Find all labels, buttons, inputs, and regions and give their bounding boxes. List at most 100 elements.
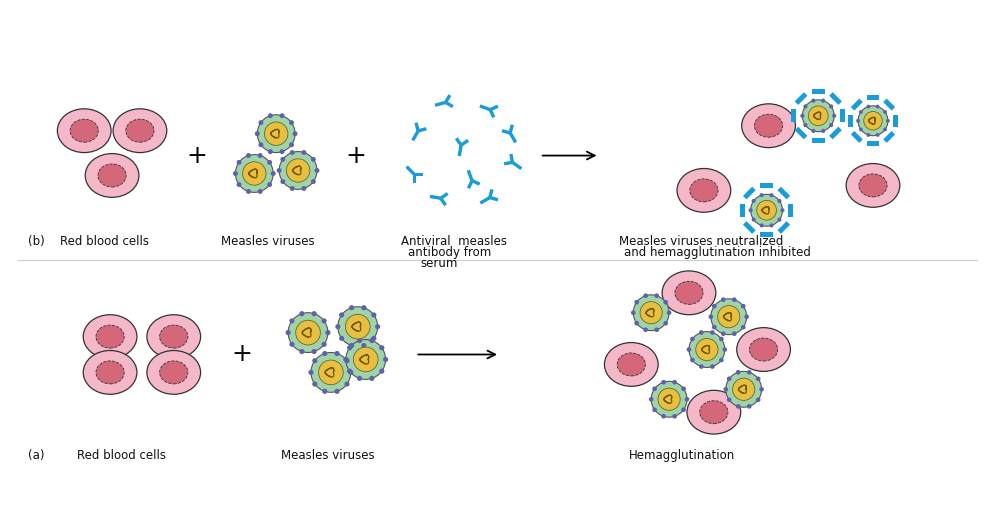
Circle shape <box>279 113 284 118</box>
Circle shape <box>810 129 815 133</box>
Circle shape <box>301 186 306 191</box>
Circle shape <box>820 129 824 133</box>
Circle shape <box>755 397 759 402</box>
Circle shape <box>299 349 304 354</box>
Bar <box>787 204 792 217</box>
Ellipse shape <box>616 353 645 376</box>
Circle shape <box>746 404 750 409</box>
Circle shape <box>699 364 703 369</box>
Circle shape <box>661 414 665 419</box>
Circle shape <box>335 324 340 329</box>
Circle shape <box>732 378 754 400</box>
Circle shape <box>855 119 859 123</box>
Circle shape <box>650 381 686 417</box>
Circle shape <box>875 105 879 109</box>
Circle shape <box>831 114 835 118</box>
Bar <box>850 99 862 111</box>
Circle shape <box>375 324 380 329</box>
Bar <box>883 131 895 143</box>
Bar <box>811 138 824 142</box>
Bar <box>414 173 422 176</box>
Circle shape <box>858 110 862 114</box>
Ellipse shape <box>753 114 782 137</box>
Circle shape <box>779 208 783 212</box>
Bar <box>488 189 493 198</box>
Bar <box>893 115 898 127</box>
Circle shape <box>310 179 315 184</box>
Circle shape <box>755 200 775 220</box>
Bar <box>883 99 895 111</box>
Ellipse shape <box>858 174 887 197</box>
Circle shape <box>875 133 879 137</box>
Circle shape <box>325 330 330 335</box>
Circle shape <box>652 386 656 391</box>
Bar <box>439 197 446 206</box>
Circle shape <box>799 114 803 118</box>
Circle shape <box>643 328 647 332</box>
Bar <box>405 165 415 176</box>
Circle shape <box>379 369 384 374</box>
Circle shape <box>744 315 748 319</box>
Ellipse shape <box>603 343 657 386</box>
Circle shape <box>266 182 271 187</box>
Bar <box>488 109 495 118</box>
Circle shape <box>280 179 285 184</box>
Circle shape <box>736 370 740 374</box>
Circle shape <box>321 342 326 347</box>
Circle shape <box>322 389 327 394</box>
Circle shape <box>721 297 725 302</box>
Circle shape <box>866 133 870 137</box>
Circle shape <box>237 182 242 187</box>
Circle shape <box>710 299 746 334</box>
Text: +: + <box>186 144 207 167</box>
Circle shape <box>690 336 694 341</box>
Circle shape <box>666 310 671 315</box>
Circle shape <box>311 311 316 316</box>
Ellipse shape <box>674 281 703 304</box>
Bar <box>466 180 473 189</box>
Circle shape <box>280 157 285 162</box>
Text: Hemagglutination: Hemagglutination <box>628 449 735 462</box>
Circle shape <box>301 150 306 155</box>
Circle shape <box>299 311 304 316</box>
Circle shape <box>334 389 339 394</box>
Circle shape <box>663 300 667 305</box>
Circle shape <box>357 338 362 343</box>
Text: Measles viruses: Measles viruses <box>281 449 375 462</box>
Circle shape <box>657 388 680 410</box>
Bar <box>503 161 512 165</box>
Text: (b): (b) <box>28 235 44 248</box>
Circle shape <box>321 318 326 323</box>
Circle shape <box>353 347 378 372</box>
Circle shape <box>246 189 250 194</box>
Circle shape <box>710 330 714 335</box>
Circle shape <box>322 351 327 356</box>
Circle shape <box>334 351 339 356</box>
Bar <box>776 187 789 199</box>
Bar <box>839 109 844 122</box>
Circle shape <box>746 370 750 374</box>
Circle shape <box>801 100 833 132</box>
Circle shape <box>343 357 348 362</box>
Circle shape <box>648 397 653 401</box>
Ellipse shape <box>689 179 718 202</box>
Circle shape <box>311 353 351 392</box>
Circle shape <box>279 152 317 189</box>
Circle shape <box>357 376 362 381</box>
Text: and hemagglutination inhibited: and hemagglutination inhibited <box>623 246 810 259</box>
Circle shape <box>286 159 309 182</box>
Circle shape <box>289 186 294 191</box>
Bar <box>457 145 462 157</box>
Circle shape <box>828 123 832 127</box>
Circle shape <box>663 321 667 326</box>
Circle shape <box>750 217 755 222</box>
Ellipse shape <box>113 109 167 152</box>
Bar <box>759 232 772 237</box>
Ellipse shape <box>95 361 124 384</box>
Circle shape <box>741 304 745 308</box>
Circle shape <box>369 376 374 381</box>
Circle shape <box>348 370 353 375</box>
Circle shape <box>695 339 718 360</box>
Circle shape <box>371 336 376 341</box>
Circle shape <box>802 105 807 109</box>
